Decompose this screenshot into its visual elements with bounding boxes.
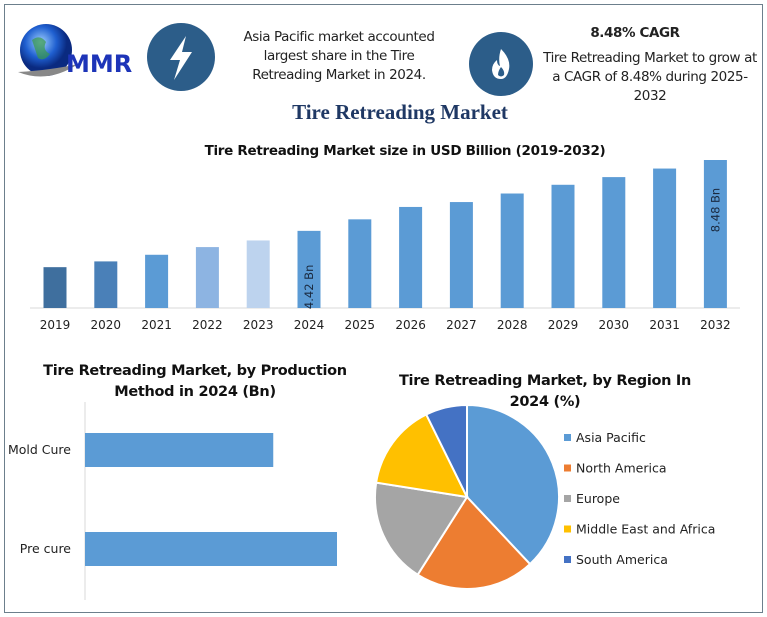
bar-2019 xyxy=(43,267,67,308)
data-label-2024: 4.42 Bn xyxy=(302,265,316,309)
legend-marker xyxy=(564,464,571,472)
cagr-text: Tire Retreading Market to grow at a CAGR… xyxy=(543,50,757,104)
legend-label: South America xyxy=(576,552,668,567)
bar-2023 xyxy=(246,240,270,308)
bar-chart-title: Tire Retreading Market size in USD Billi… xyxy=(204,143,606,159)
bar-2021 xyxy=(145,254,169,308)
bar-2032 xyxy=(703,160,727,308)
cagr-title: 8.48% CAGR xyxy=(590,25,680,41)
legend-marker xyxy=(564,556,571,563)
lightning-icon xyxy=(147,23,215,91)
legend-label: North America xyxy=(576,461,667,476)
legend-marker xyxy=(564,495,571,502)
pie-slice-south-america xyxy=(424,403,468,498)
bar-pre-cure xyxy=(85,532,337,566)
x-tick-label: 2032 xyxy=(700,318,731,332)
x-tick-label: 2028 xyxy=(497,318,528,332)
asia-pacific-info: Asia Pacific market accounted largest sh… xyxy=(243,29,435,83)
x-tick-label: 2019 xyxy=(40,318,71,332)
bar-2031 xyxy=(653,168,677,308)
bar-2020 xyxy=(94,261,118,308)
logo-text: MMR xyxy=(66,50,132,78)
x-tick-label: 2027 xyxy=(446,318,477,332)
infographic-frame xyxy=(4,4,763,613)
bar-2022 xyxy=(195,247,219,308)
x-tick-label: 2020 xyxy=(91,318,122,332)
region-pie-chart: Asia Pacific North America Europe Middle Ea… xyxy=(374,403,715,590)
pie-slice-asia-pacific xyxy=(466,403,560,566)
globe-logo-icon: MMR xyxy=(18,24,132,78)
x-tick-label: 2022 xyxy=(192,318,223,332)
x-tick-label: 2021 xyxy=(141,318,172,332)
bar-2030 xyxy=(602,177,626,308)
x-tick-label: 2023 xyxy=(243,318,274,332)
x-tick-label: 2029 xyxy=(548,318,579,332)
x-tick-label: 2031 xyxy=(649,318,680,332)
data-label-2032: 8.48 Bn xyxy=(708,188,722,232)
main-title: Tire Retreading Market xyxy=(292,100,508,124)
bar-mold-cure xyxy=(85,433,274,467)
legend-label: Asia Pacific xyxy=(576,430,646,445)
legend-label: Middle East and Africa xyxy=(576,522,715,537)
flame-icon xyxy=(469,32,533,96)
pie-slice-north-america xyxy=(416,495,532,590)
production-method-bar-chart: Mold Cure Pre cure xyxy=(8,402,337,600)
x-tick-label: 2030 xyxy=(599,318,630,332)
pie-slice-middle-east-and-africa xyxy=(374,413,469,499)
bar-2027 xyxy=(449,202,473,308)
legend-marker xyxy=(564,525,571,533)
bar-2029 xyxy=(551,184,575,308)
bar-2026 xyxy=(399,206,423,308)
pie-slice-europe xyxy=(374,481,469,577)
category-label: Mold Cure xyxy=(8,442,71,457)
legend-label: Europe xyxy=(576,491,620,506)
category-label: Pre cure xyxy=(20,541,72,556)
legend-marker xyxy=(564,434,571,441)
market-size-bar-chart: 2019 2020 2021 2022 2023 2024 4.42 Bn 2025 2026 2… xyxy=(30,160,740,332)
bar-2025 xyxy=(348,219,372,308)
region-chart-title: Tire Retreading Market, by Region In 202… xyxy=(398,373,692,410)
production-chart-title: Tire Retreading Market, by Production Me… xyxy=(43,363,347,400)
x-tick-label: 2026 xyxy=(395,318,426,332)
x-tick-label: 2025 xyxy=(345,318,376,332)
bar-2028 xyxy=(500,193,524,308)
bar-2024 xyxy=(297,230,321,308)
x-tick-label: 2024 xyxy=(294,318,325,332)
